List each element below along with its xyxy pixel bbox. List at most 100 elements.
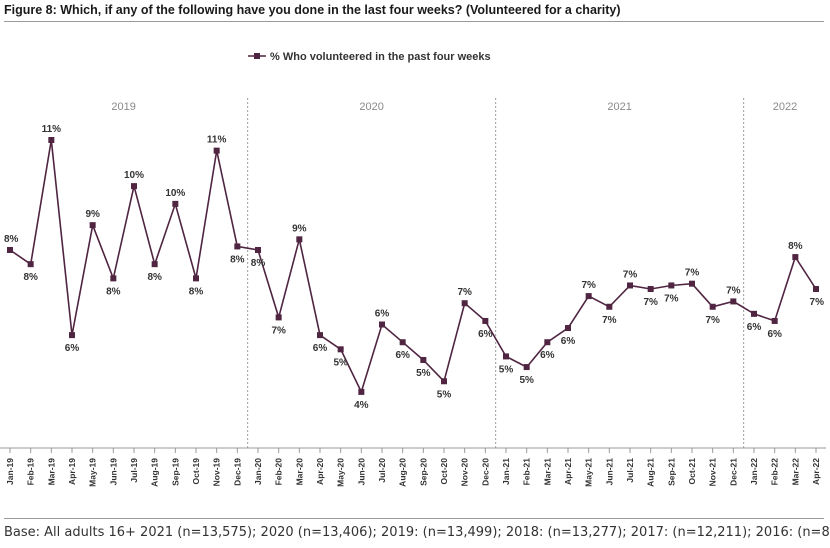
x-tick-label: Jan-22 <box>749 458 759 485</box>
data-point <box>69 332 75 339</box>
data-label: 7% <box>726 285 741 296</box>
data-point <box>151 261 158 268</box>
x-tick-label: Mar-20 <box>294 458 304 486</box>
data-point <box>48 137 55 143</box>
data-point <box>213 147 220 154</box>
x-tick-label: May-20 <box>336 458 346 487</box>
data-label: 9% <box>85 209 100 220</box>
data-label: 10% <box>124 170 144 181</box>
data-label: 6% <box>478 329 493 340</box>
data-label: 7% <box>664 293 679 304</box>
x-tick-label: Feb-21 <box>522 458 532 486</box>
x-tick-label: Apr-20 <box>315 458 325 485</box>
data-label: 11% <box>42 124 62 135</box>
data-point <box>234 243 241 250</box>
data-label: 7% <box>643 297 658 308</box>
x-tick-label: Dec-19 <box>232 458 242 486</box>
x-tick-label: Mar-19 <box>46 458 56 486</box>
data-label: 5% <box>333 357 348 368</box>
x-tick-label: Dec-20 <box>480 458 490 486</box>
data-point <box>627 282 633 289</box>
data-point <box>565 325 571 332</box>
data-point <box>296 236 303 243</box>
legend-label: % Who volunteered in the past four weeks <box>270 51 491 63</box>
data-label: 6% <box>561 336 576 347</box>
data-label: 6% <box>65 343 80 354</box>
data-point <box>709 303 716 310</box>
data-point <box>730 298 737 305</box>
data-label: 6% <box>540 350 555 361</box>
data-label: 11% <box>207 135 227 146</box>
data-label: 8% <box>4 234 19 245</box>
data-label: 8% <box>106 286 121 297</box>
data-point <box>503 353 509 360</box>
data-point <box>420 356 427 363</box>
data-point <box>275 314 282 321</box>
data-point <box>751 310 757 317</box>
x-tick-label: Aug-19 <box>150 458 160 487</box>
data-label: 6% <box>375 308 390 319</box>
data-label: 7% <box>705 315 720 326</box>
data-point <box>337 346 344 353</box>
data-label: 7% <box>810 297 825 308</box>
x-tick-label: May-19 <box>88 458 98 487</box>
data-point <box>771 317 778 324</box>
title-divider <box>4 21 824 22</box>
data-point <box>193 275 199 282</box>
data-point <box>358 388 365 395</box>
x-tick-label: Dec-21 <box>728 458 738 486</box>
data-label: 4% <box>354 400 369 411</box>
data-label: 6% <box>767 329 782 340</box>
data-point <box>647 286 654 293</box>
data-label: 9% <box>292 223 307 234</box>
data-point <box>7 246 13 253</box>
x-tick-label: Aug-21 <box>646 458 656 487</box>
data-point <box>317 332 323 339</box>
footer-divider <box>4 518 824 519</box>
x-tick-label: Mar-21 <box>542 458 552 486</box>
data-point <box>441 378 447 385</box>
data-point <box>544 339 551 346</box>
data-point <box>89 222 96 229</box>
x-tick-label: Jun-20 <box>356 458 366 486</box>
data-label: 8% <box>788 241 803 252</box>
data-label: 6% <box>747 322 762 333</box>
data-label: 8% <box>189 286 204 297</box>
x-tick-label: Nov-20 <box>460 458 470 487</box>
x-tick-label: Apr-19 <box>67 458 77 485</box>
data-label: 10% <box>165 188 185 199</box>
x-tick-label: Jun-21 <box>604 458 614 486</box>
data-label: 5% <box>499 364 514 375</box>
year-label-2021: 2021 <box>607 101 631 113</box>
series-line <box>9 139 817 395</box>
data-point <box>585 293 592 300</box>
x-tick-label: Feb-19 <box>26 458 36 486</box>
x-tick-label: May-21 <box>584 458 594 487</box>
base-note: Base: All adults 16+ 2021 (n=13,575); 20… <box>4 525 830 540</box>
x-tick-label: Nov-19 <box>212 458 222 487</box>
data-label: 7% <box>271 325 286 336</box>
data-label: 5% <box>519 375 534 386</box>
data-point <box>110 275 117 282</box>
data-point <box>131 183 137 190</box>
data-point <box>813 286 819 293</box>
data-point <box>255 246 261 253</box>
data-point <box>461 300 468 307</box>
data-point <box>172 200 179 207</box>
data-label: 7% <box>581 280 596 291</box>
x-tick-label: Jul-20 <box>377 458 387 483</box>
x-tick-label: Feb-20 <box>274 458 284 486</box>
data-label: 5% <box>416 368 431 379</box>
x-tick-label: Jul-21 <box>625 458 635 483</box>
data-label: 7% <box>623 269 638 280</box>
data-label: 6% <box>395 350 410 361</box>
x-tick-label: Jan-21 <box>501 458 511 485</box>
data-label: 6% <box>313 343 328 354</box>
year-label-2019: 2019 <box>111 101 135 113</box>
x-tick-label: Apr-22 <box>811 458 821 485</box>
data-label: 8% <box>230 254 245 265</box>
data-point <box>523 364 530 371</box>
year-label-2022: 2022 <box>773 101 797 113</box>
data-label: 8% <box>251 258 266 269</box>
